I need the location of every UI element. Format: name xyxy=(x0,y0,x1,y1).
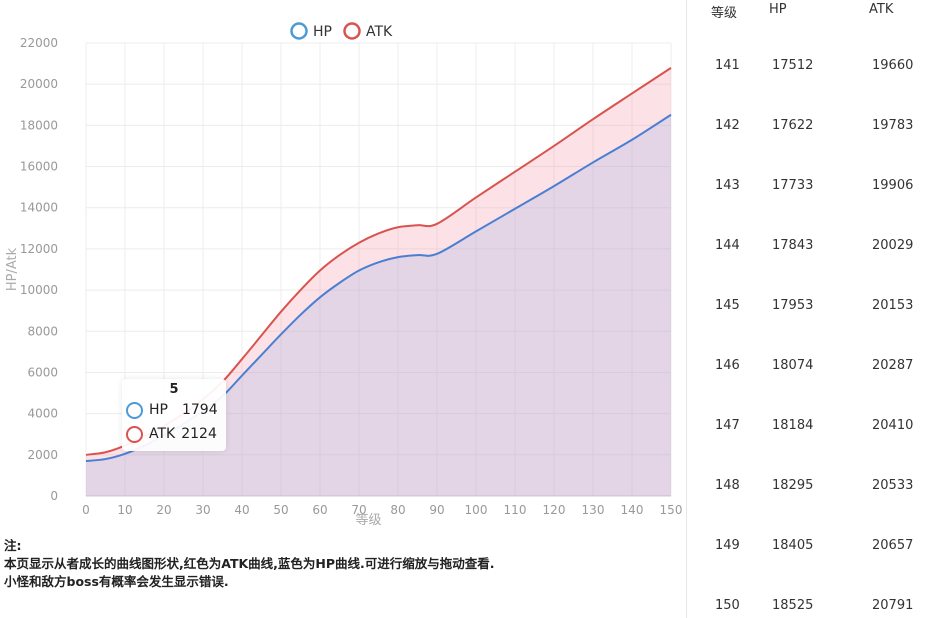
header-atk: ATK xyxy=(869,2,894,17)
chart-note: 注: 本页显示从者成长的曲线图形状,红色为ATK曲线,蓝色为HP曲线.可进行缩放… xyxy=(4,537,495,591)
tooltip-atk-name: ATK xyxy=(149,426,176,442)
cell-level: 146 xyxy=(715,358,740,373)
x-tick-label: 40 xyxy=(234,503,249,517)
y-tick-label: 18000 xyxy=(20,118,58,132)
y-tick-label: 6000 xyxy=(27,365,58,379)
tooltip-atk-value: 2124 xyxy=(181,426,217,442)
x-tick-label: 140 xyxy=(621,503,644,517)
x-tick-label: 20 xyxy=(156,503,171,517)
y-tick-label: 2000 xyxy=(27,448,58,462)
cell-level: 143 xyxy=(715,178,740,193)
cell-hp: 17512 xyxy=(772,58,814,73)
x-tick-label: 80 xyxy=(390,503,405,517)
header-level: 等级 xyxy=(711,6,738,21)
atk-ring-icon xyxy=(126,425,143,443)
cell-level: 150 xyxy=(715,598,740,613)
cell-atk: 20029 xyxy=(872,238,914,253)
cell-hp: 17733 xyxy=(772,178,814,193)
chart-tooltip: 5 HP 1794 ATK 2124 xyxy=(122,379,226,451)
x-tick-label: 50 xyxy=(273,503,288,517)
tooltip-row-hp: HP 1794 xyxy=(126,400,218,420)
cell-hp: 18295 xyxy=(772,478,814,493)
y-tick-label: 22000 xyxy=(20,36,58,50)
x-tick-label: 120 xyxy=(543,503,566,517)
y-tick-label: 8000 xyxy=(27,324,58,338)
cell-level: 145 xyxy=(715,298,740,313)
x-tick-label: 150 xyxy=(660,503,683,517)
legend-atk-label[interactable]: ATK xyxy=(366,24,393,40)
y-tick-label: 20000 xyxy=(20,77,58,91)
chart-canvas[interactable]: 0 2000 4000 6000 8000 10000 12000 14000 16000 180… xyxy=(0,0,686,530)
x-tick-label: 60 xyxy=(312,503,327,517)
x-axis-title: 等级 xyxy=(355,512,381,528)
x-tick-label: 10 xyxy=(117,503,132,517)
cell-atk: 19783 xyxy=(872,118,914,133)
area-atk xyxy=(86,67,671,496)
growth-chart[interactable]: 0 2000 4000 6000 8000 10000 12000 14000 16000 180… xyxy=(0,0,686,530)
cell-atk: 20410 xyxy=(872,418,914,433)
cell-atk: 20657 xyxy=(872,538,914,553)
header-hp: HP xyxy=(769,2,787,17)
y-tick-label: 4000 xyxy=(27,407,58,421)
note-line-2: 小怪和敌方boss有概率会发生显示错误. xyxy=(4,574,229,589)
hp-ring-icon xyxy=(126,401,143,419)
legend-hp-label[interactable]: HP xyxy=(313,24,332,40)
cell-atk: 19906 xyxy=(872,178,914,193)
cell-hp: 17843 xyxy=(772,238,814,253)
legend-atk-icon[interactable] xyxy=(343,22,361,40)
y-tick-label: 0 xyxy=(50,489,58,503)
cell-hp: 18074 xyxy=(772,358,814,373)
note-line-1: 本页显示从者成长的曲线图形状,红色为ATK曲线,蓝色为HP曲线.可进行缩放与拖动… xyxy=(4,556,495,571)
cell-level: 149 xyxy=(715,538,740,553)
y-tick-label: 14000 xyxy=(20,201,58,215)
tooltip-hp-name: HP xyxy=(149,402,168,418)
legend-hp-icon[interactable] xyxy=(290,22,308,40)
tooltip-hp-value: 1794 xyxy=(181,402,218,418)
cell-level: 141 xyxy=(715,58,740,73)
y-tick-label: 10000 xyxy=(20,283,58,297)
area-hp xyxy=(86,114,671,497)
cell-hp: 17622 xyxy=(772,118,814,133)
cell-hp: 18184 xyxy=(772,418,814,433)
y-tick-label: 12000 xyxy=(20,242,58,256)
x-tick-label: 70 xyxy=(351,503,366,517)
tooltip-title: 5 xyxy=(169,382,179,397)
panel-divider xyxy=(686,0,687,618)
cell-hp: 17953 xyxy=(772,298,814,313)
x-tick-label: 110 xyxy=(504,503,527,517)
tooltip-row-atk: ATK 2124 xyxy=(126,424,217,444)
x-tick-label: 90 xyxy=(429,503,444,517)
cell-hp: 18405 xyxy=(772,538,814,553)
y-tick-label: 16000 xyxy=(20,160,58,174)
cell-level: 142 xyxy=(715,118,740,133)
cell-atk: 20153 xyxy=(872,298,914,313)
cell-atk: 20791 xyxy=(872,598,914,613)
x-tick-label: 130 xyxy=(582,503,605,517)
cell-atk: 20287 xyxy=(872,358,914,373)
y-axis-title: HP/Atk xyxy=(5,247,20,291)
x-tick-label: 100 xyxy=(465,503,488,517)
cell-level: 147 xyxy=(715,418,740,433)
note-title: 注: xyxy=(4,538,22,553)
x-tick-label: 30 xyxy=(195,503,210,517)
cell-atk: 19660 xyxy=(872,58,914,73)
x-tick-label: 0 xyxy=(82,503,90,517)
cell-level: 144 xyxy=(715,238,740,253)
stats-table[interactable]: 等级 HP ATK 141 17512 19660 142 17622 19783 143 1… xyxy=(687,0,947,618)
cell-atk: 20533 xyxy=(872,478,914,493)
cell-level: 148 xyxy=(715,478,740,493)
cell-hp: 18525 xyxy=(772,598,814,613)
